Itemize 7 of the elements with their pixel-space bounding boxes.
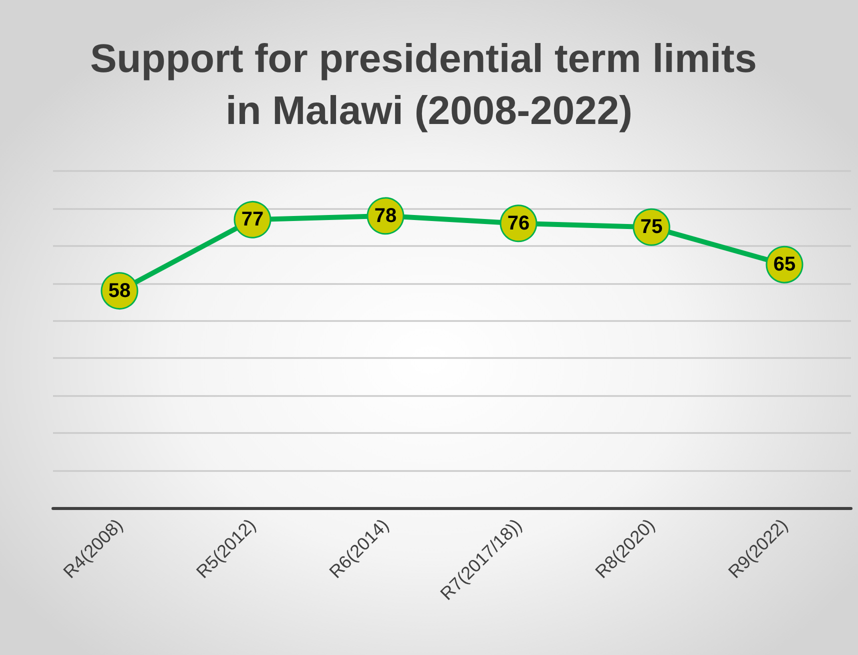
data-label: 76 [507, 212, 530, 234]
data-label: 58 [108, 280, 131, 302]
data-label: 77 [241, 208, 264, 231]
chart-title: Support for presidential term limits in Malawi (2008-2022) [90, 37, 768, 133]
data-label: 75 [640, 216, 663, 238]
data-label: 65 [773, 254, 796, 276]
data-label: 78 [374, 204, 397, 227]
